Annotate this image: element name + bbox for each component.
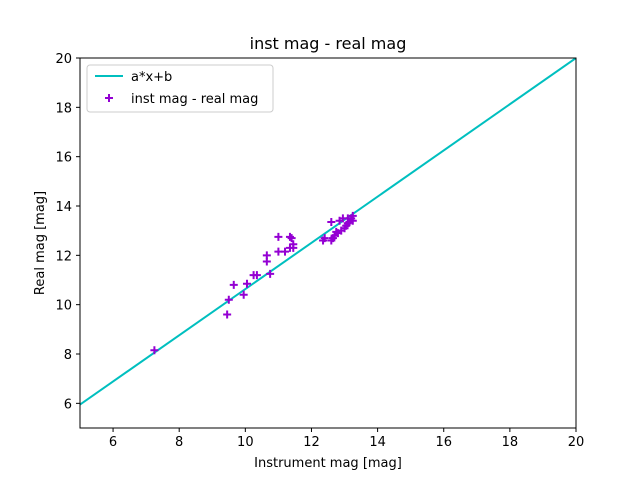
- data-point: [266, 269, 275, 278]
- data-point: [239, 290, 248, 299]
- data-point: [285, 232, 294, 241]
- data-point: [287, 234, 296, 243]
- legend-marker-swatch: [105, 94, 113, 102]
- y-tick-label: 12: [55, 249, 72, 264]
- data-point: [320, 234, 329, 243]
- data-point: [229, 280, 238, 289]
- y-axis-label: Real mag [mag]: [33, 191, 48, 295]
- x-tick-label: 20: [568, 435, 585, 450]
- data-point: [281, 247, 290, 256]
- data-point: [289, 243, 298, 252]
- legend-label-fit: a*x+b: [131, 70, 172, 85]
- x-tick-label: 8: [175, 435, 183, 450]
- y-tick-label: 18: [55, 101, 72, 116]
- fit-line: [80, 58, 576, 406]
- data-point: [348, 211, 357, 220]
- x-axis-label: Instrument mag [mag]: [254, 456, 402, 471]
- y-tick-label: 14: [55, 200, 72, 215]
- x-tick-label: 18: [502, 435, 519, 450]
- chart-title: inst mag - real mag: [250, 34, 407, 53]
- legend: a*x+b inst mag - real mag: [86, 64, 274, 113]
- data-point: [262, 251, 271, 260]
- data-point: [252, 271, 261, 280]
- x-tick-label: 16: [435, 435, 452, 450]
- legend-label-points: inst mag - real mag: [131, 92, 258, 107]
- x-tick-label: 12: [303, 435, 320, 450]
- plot-area: [80, 58, 576, 406]
- x-axis: 6 8 10 12 14 16 18 20: [109, 428, 584, 450]
- data-point: [274, 232, 283, 241]
- y-axis: 6 8 10 12 14 16 18 20: [55, 52, 80, 412]
- data-point: [327, 218, 336, 227]
- y-tick-label: 8: [64, 348, 72, 363]
- axes-frame: [79, 57, 577, 429]
- x-tick-label: 14: [369, 435, 386, 450]
- data-point: [223, 310, 232, 319]
- data-point: [224, 295, 233, 304]
- y-tick-label: 6: [64, 397, 72, 412]
- y-tick-label: 10: [55, 299, 72, 314]
- data-point: [242, 279, 251, 288]
- x-tick-label: 10: [237, 435, 254, 450]
- y-tick-label: 20: [55, 52, 72, 67]
- x-tick-label: 6: [109, 435, 117, 450]
- data-point: [332, 227, 341, 236]
- legend-plus-marker: [105, 94, 113, 102]
- legend-box: [86, 64, 274, 113]
- data-point: [150, 346, 159, 355]
- y-tick-label: 16: [55, 151, 72, 166]
